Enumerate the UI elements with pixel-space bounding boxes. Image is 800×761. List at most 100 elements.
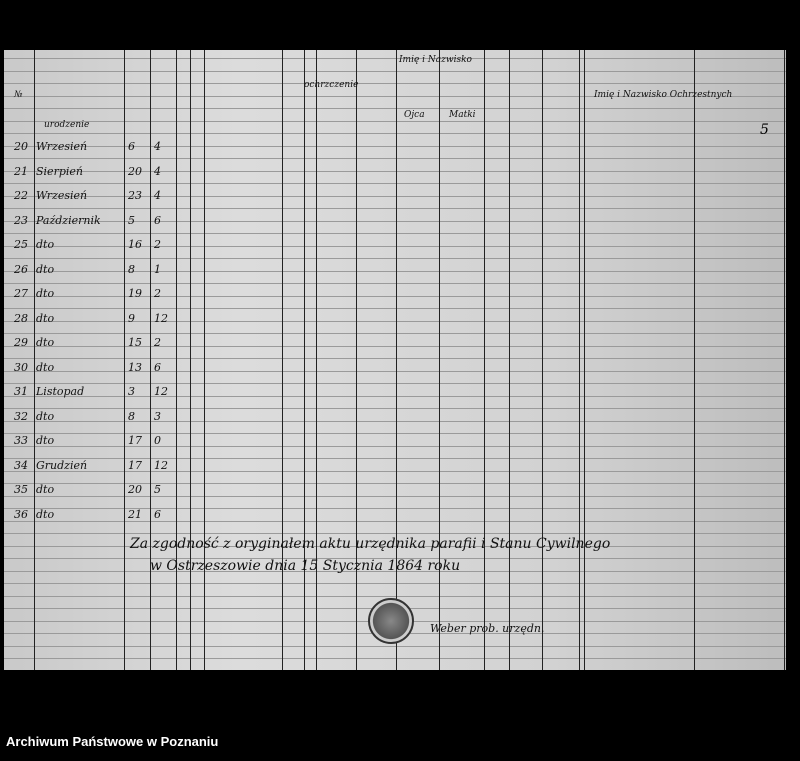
column-line [484, 50, 485, 670]
row-day: 6 [128, 140, 135, 153]
row-hour: 4 [154, 140, 161, 153]
ruled-line [4, 658, 786, 659]
row-no: 33 [14, 434, 28, 447]
register-row: 27 dto 19 2 [4, 281, 204, 306]
closing-attestation: Za zgodność z oryginałem aktu urzędnika … [130, 536, 780, 580]
ruled-line [4, 558, 786, 559]
ruled-line [4, 645, 786, 647]
row-no: 20 [14, 140, 28, 153]
column-line [282, 50, 283, 670]
row-no: 35 [14, 483, 28, 496]
row-month: Grudzień [36, 458, 88, 472]
ruled-line [4, 233, 786, 234]
ruled-line [4, 333, 786, 334]
row-no: 23 [14, 213, 28, 227]
register-row: 36 dto 21 6 [4, 502, 204, 527]
row-no: 25 [14, 238, 28, 251]
row-no: 27 [14, 287, 28, 300]
ruled-line [4, 595, 786, 597]
archive-caption: Archiwum Państwowe w Poznaniu [6, 734, 219, 749]
row-month: dto [36, 409, 55, 423]
row-hour: 6 [154, 507, 161, 521]
ruled-line [4, 533, 786, 534]
row-hour: 2 [154, 238, 161, 251]
ruled-line [4, 258, 786, 259]
row-no: 34 [14, 458, 28, 472]
ruled-line [4, 483, 786, 484]
row-month: dto [36, 434, 55, 447]
column-line [304, 50, 305, 670]
row-no: 22 [14, 189, 28, 202]
column-line [396, 50, 397, 670]
ruled-line [4, 570, 786, 572]
row-day: 8 [128, 262, 135, 276]
register-row: 28 dto 9 12 [4, 306, 204, 331]
column-line [176, 50, 177, 670]
column-line [204, 50, 205, 670]
column-line [356, 50, 357, 670]
column-line [316, 50, 317, 670]
row-month: dto [36, 238, 55, 251]
ruled-line [4, 508, 786, 509]
ruled-line [4, 145, 786, 147]
row-no: 32 [14, 409, 28, 423]
column-line [579, 50, 580, 670]
row-month: Wrzesień [36, 189, 88, 202]
row-month: dto [36, 507, 55, 521]
row-day: 8 [128, 409, 135, 423]
column-line [509, 50, 510, 670]
ruled-line [4, 208, 786, 209]
ruled-line [4, 420, 786, 422]
column-line [34, 50, 35, 670]
page-number: 5 [760, 122, 769, 138]
header-birth-group: urodzenie [44, 120, 90, 130]
ruled-line [4, 520, 786, 522]
register-row: 23 Październik 5 6 [4, 208, 204, 233]
ruled-line [4, 133, 786, 134]
register-row: 20 Wrzesień 6 4 [4, 134, 204, 159]
row-month: Sierpień [36, 164, 83, 178]
column-line [439, 50, 440, 670]
row-month: dto [36, 360, 55, 374]
row-no: 28 [14, 311, 28, 325]
row-day: 16 [128, 238, 142, 251]
ruled-line [4, 370, 786, 372]
row-no: 21 [14, 164, 28, 178]
row-day: 20 [128, 483, 142, 496]
ruled-line [4, 270, 786, 272]
ruled-line [4, 395, 786, 397]
row-hour: 2 [154, 336, 161, 349]
register-row: 29 dto 15 2 [4, 330, 204, 355]
row-no: 36 [14, 507, 28, 521]
column-line [694, 50, 695, 670]
row-day: 9 [128, 311, 135, 325]
row-month: dto [36, 262, 55, 276]
register-row: 32 dto 8 3 [4, 404, 204, 429]
row-month: Wrzesień [36, 140, 88, 153]
register-row: 30 dto 13 6 [4, 355, 204, 380]
row-day: 21 [128, 507, 142, 521]
ruled-line [4, 433, 786, 434]
header-baptism-group: ochrzczenie [304, 80, 359, 90]
row-month: dto [36, 287, 55, 300]
row-day: 19 [128, 287, 142, 300]
row-day: 13 [128, 360, 142, 374]
row-no: 30 [14, 360, 28, 374]
row-hour: 12 [154, 385, 168, 398]
register-row: 25 dto 16 2 [4, 232, 204, 257]
ruled-line [4, 408, 786, 409]
column-line [150, 50, 151, 670]
ruled-line [4, 183, 786, 184]
register-row: 31 Listopad 3 12 [4, 379, 204, 404]
row-day: 23 [128, 189, 142, 202]
row-day: 17 [128, 458, 142, 472]
row-no: 29 [14, 336, 28, 349]
row-hour: 6 [154, 213, 161, 227]
ruled-line [4, 445, 786, 447]
column-line [124, 50, 125, 670]
column-line [542, 50, 543, 670]
row-no: 26 [14, 262, 28, 276]
ruled-line [4, 320, 786, 322]
register-row: 34 Grudzień 17 12 [4, 453, 204, 478]
register-page: № urodzenie ochrzczenie Imię i Nazwisko Ojca… [4, 50, 786, 670]
